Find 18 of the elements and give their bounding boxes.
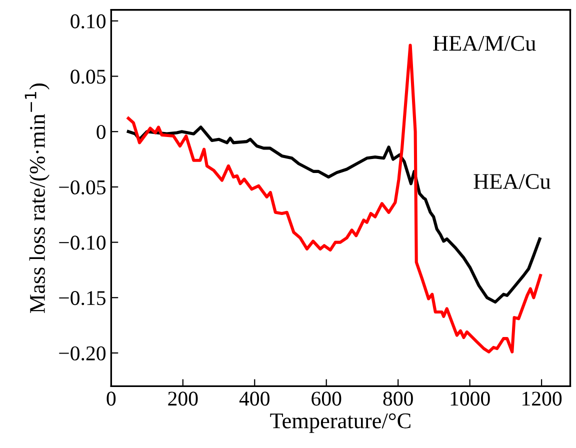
y-tick-label: −0.15 xyxy=(59,291,106,306)
x-axis-title: Temperature/°C xyxy=(270,413,410,433)
x-tick-label: 0 xyxy=(106,392,116,406)
x-tick-label: 200 xyxy=(168,392,198,406)
y-tick-label: 0.05 xyxy=(70,70,106,84)
text: HEA/Cu xyxy=(474,174,550,189)
y-tick-label: −0.05 xyxy=(59,180,106,194)
y-tick-label: −0.10 xyxy=(59,236,106,250)
y-tick-label: −0.20 xyxy=(59,346,106,360)
x-tick-label: 1000 xyxy=(450,392,490,406)
x-tick-label: 800 xyxy=(383,392,413,406)
x-tick-label: 600 xyxy=(312,392,342,406)
y-tick-label: 0 xyxy=(96,124,106,140)
y-tick-label: 0.10 xyxy=(70,14,106,28)
series-label: HEA/M/Cu xyxy=(433,36,536,51)
x-tick-label: 1200 xyxy=(522,392,562,406)
x-tick-label: 400 xyxy=(239,392,270,406)
y-axis-title: Mass loss rate/(%·min$^{−1}$) xyxy=(24,84,50,314)
